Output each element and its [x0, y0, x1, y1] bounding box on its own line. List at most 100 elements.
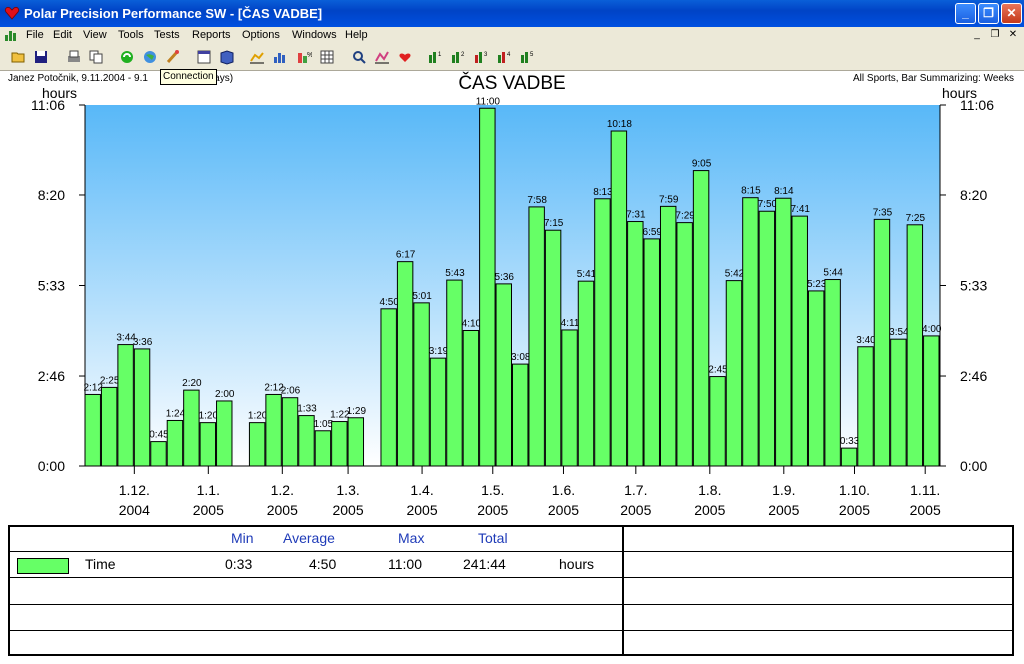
- bar: [725, 280, 743, 467]
- x-tick-label-date: 1.9.: [772, 482, 795, 498]
- report-3-icon[interactable]: 3: [473, 49, 489, 65]
- y-tick-label-right: 11:06: [960, 97, 994, 113]
- x-tick-label-year: 2005: [477, 502, 508, 518]
- menu-windows[interactable]: Windows: [292, 29, 337, 41]
- open-icon[interactable]: [11, 49, 27, 65]
- report-1-icon[interactable]: 1: [427, 49, 443, 65]
- bar-value-label: 4:11: [561, 318, 580, 329]
- bar: [627, 221, 644, 467]
- bar-value-label: 1:33: [297, 404, 317, 415]
- menu-tools[interactable]: Tools: [118, 29, 144, 41]
- period-days-text: Days): [206, 73, 234, 84]
- bar: [840, 447, 858, 467]
- diary-icon[interactable]: [219, 49, 235, 65]
- minimize-button[interactable]: _: [955, 3, 976, 24]
- x-tick-label-date: 1.1.: [197, 482, 220, 498]
- bar: [248, 422, 266, 467]
- value-unit: hours: [559, 556, 595, 572]
- globe-icon[interactable]: [142, 49, 158, 65]
- bar-value-label: 5:23: [807, 279, 827, 290]
- bar: [495, 283, 512, 467]
- svg-text:%: %: [307, 52, 312, 59]
- bar-value-label: 7:25: [906, 213, 926, 224]
- bar: [396, 261, 414, 467]
- bar: [775, 197, 792, 467]
- bar-value-label: 2:45: [708, 365, 728, 376]
- bar: [758, 210, 776, 467]
- y-tick-label-right: 2:46: [960, 368, 987, 384]
- bar: [331, 421, 348, 467]
- bar: [610, 130, 628, 467]
- menu-file[interactable]: File: [26, 29, 44, 41]
- x-tick-label-year: 2005: [839, 502, 870, 518]
- bar: [643, 238, 660, 467]
- curve-chart-icon[interactable]: [249, 49, 265, 65]
- menu-tests[interactable]: Tests: [154, 29, 180, 41]
- bar: [676, 222, 693, 467]
- svg-text:3: 3: [484, 52, 488, 58]
- bar-value-label: 3:40: [856, 335, 876, 346]
- mdi-restore-button[interactable]: ❐: [990, 29, 1000, 40]
- value-max: 11:00: [388, 556, 422, 572]
- bar: [183, 389, 200, 467]
- bar: [659, 205, 677, 467]
- bar-value-label: 6:17: [396, 250, 416, 261]
- bar-value-label: 11:00: [476, 96, 501, 107]
- bar: [906, 224, 924, 467]
- bar-value-label: 7:35: [873, 207, 893, 218]
- table-icon[interactable]: [319, 49, 335, 65]
- report-2-icon[interactable]: 2: [450, 49, 466, 65]
- bar: [692, 170, 710, 467]
- percent-chart-icon[interactable]: %: [296, 49, 312, 65]
- bar-value-label: 2:06: [281, 386, 301, 397]
- y-axis-unit-right: hours: [942, 85, 978, 101]
- bar-value-label: 5:01: [412, 291, 432, 302]
- sport-summary-info: All Sports, Bar Summarizing: Weeks: [853, 73, 1014, 84]
- bar-value-label: 4:10: [462, 318, 482, 329]
- calendar-icon[interactable]: [196, 49, 212, 65]
- x-tick-label-year: 2005: [406, 502, 437, 518]
- save-icon[interactable]: [33, 49, 49, 65]
- analysis-icon[interactable]: [374, 49, 390, 65]
- bar: [84, 393, 101, 467]
- bar-chart-icon[interactable]: [272, 49, 288, 65]
- connection-icon[interactable]: [165, 49, 181, 65]
- bar: [923, 335, 940, 467]
- bar: [166, 419, 184, 467]
- toolbar: % 1 2 3 4 5: [0, 45, 1024, 71]
- summary-divider: [622, 525, 624, 656]
- athlete-period-info: Janez Potočnik, 9.11.2004 - 9.1 Days): [8, 73, 233, 84]
- bar: [281, 397, 299, 467]
- menu-edit[interactable]: Edit: [53, 29, 72, 41]
- bar-value-label: 9:05: [692, 159, 712, 170]
- menu-view[interactable]: View: [83, 29, 107, 41]
- x-tick-label-year: 2005: [193, 502, 224, 518]
- x-tick-label-date: 1.6.: [552, 482, 575, 498]
- x-tick-label-year: 2005: [910, 502, 941, 518]
- menu-help[interactable]: Help: [345, 29, 368, 41]
- mdi-minimize-button[interactable]: _: [974, 29, 980, 40]
- bar: [890, 338, 907, 467]
- bar-value-label: 5:42: [725, 269, 745, 280]
- x-tick-label-date: 1.8.: [698, 482, 721, 498]
- report-5-icon[interactable]: 5: [519, 49, 535, 65]
- close-button[interactable]: ✕: [1001, 3, 1022, 24]
- header-total: Total: [478, 530, 508, 546]
- report-4-icon[interactable]: 4: [496, 49, 512, 65]
- bar-value-label: 5:43: [445, 268, 465, 279]
- zoom-icon[interactable]: [351, 49, 367, 65]
- x-tick-label-date: 1.7.: [624, 482, 647, 498]
- mdi-close-button[interactable]: ✕: [1008, 29, 1018, 40]
- maximize-button[interactable]: ❐: [978, 3, 999, 24]
- menu-options[interactable]: Options: [242, 29, 280, 41]
- x-tick-label-date: 1.5.: [481, 482, 504, 498]
- menu-reports[interactable]: Reports: [192, 29, 231, 41]
- bar: [791, 215, 808, 467]
- print-icon[interactable]: [66, 49, 82, 65]
- bar: [577, 280, 595, 467]
- bar-value-label: 4:00: [922, 324, 942, 335]
- heart-test-icon[interactable]: [397, 49, 413, 65]
- bar-value-label: 6:59: [643, 227, 663, 238]
- copy-icon[interactable]: [88, 49, 104, 65]
- sync-icon[interactable]: [119, 49, 135, 65]
